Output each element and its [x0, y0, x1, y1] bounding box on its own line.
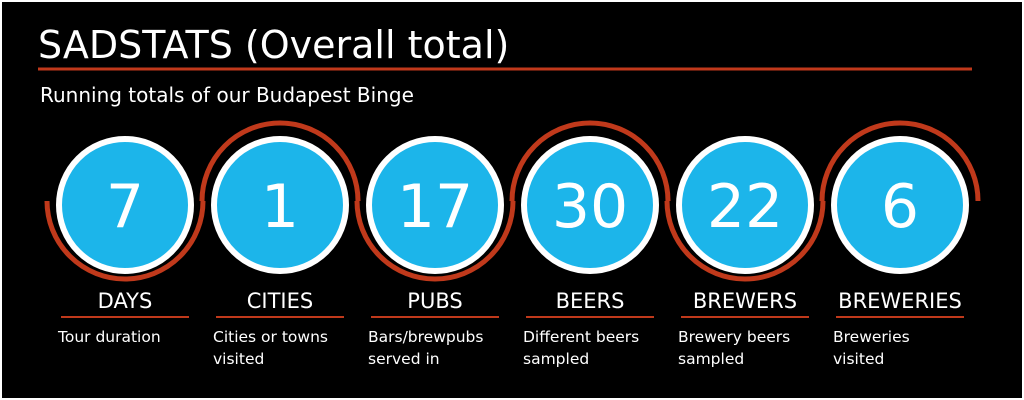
arc: [509, 120, 671, 202]
stat-description: Tour duration: [57, 328, 161, 346]
title: SADSTATS (Overall total): [38, 23, 509, 67]
stat-circle: [366, 136, 504, 274]
stat-value: 30: [552, 172, 628, 242]
stat-value: 6: [881, 172, 919, 242]
stat-description: Brewery beers: [678, 328, 790, 346]
subtitle: Running totals of our Budapest Binge: [40, 83, 414, 107]
stat-label: CITIES: [247, 289, 313, 313]
stat-description: visited: [833, 350, 884, 368]
arc: [44, 200, 206, 282]
stat-label: BREWERS: [693, 289, 797, 313]
stat-description: Breweries: [833, 328, 910, 346]
stat-description: Different beers: [523, 328, 639, 346]
stat-circle: [56, 136, 194, 274]
stat-value: 22: [707, 172, 783, 242]
arc: [354, 200, 516, 282]
stat-circle: [211, 136, 349, 274]
stat-description: sampled: [523, 350, 589, 368]
stat-description: visited: [213, 350, 264, 368]
stat-label: BREWERIES: [838, 289, 962, 313]
stat-circle: [676, 136, 814, 274]
arc: [664, 200, 826, 282]
stat-value: 7: [106, 172, 144, 242]
stat-circle: [521, 136, 659, 274]
arc: [199, 120, 361, 202]
stat-label: DAYS: [98, 289, 153, 313]
stat-value: 1: [261, 172, 299, 242]
stat-description: Bars/brewpubs: [368, 328, 483, 346]
stat-description: served in: [368, 350, 440, 368]
arc: [819, 120, 981, 202]
stat-circle: [831, 136, 969, 274]
stat-value: 17: [397, 172, 473, 242]
stat-description: sampled: [678, 350, 744, 368]
stat-label: BEERS: [556, 289, 625, 313]
stat-description: Cities or towns: [213, 328, 328, 346]
stat-label: PUBS: [407, 289, 462, 313]
stats: 7 DAYS Tour duration 1 CITIES Cities or towns…: [44, 120, 981, 368]
